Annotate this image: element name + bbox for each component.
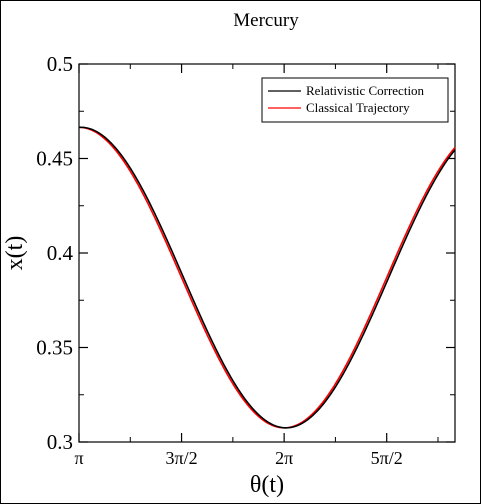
legend-label-relativistic: Relativistic Correction	[306, 83, 425, 98]
y-tick-label-4: 0.5	[47, 52, 73, 76]
legend-label-classical: Classical Trajectory	[306, 100, 410, 115]
x-axis-label: θ(t)	[250, 472, 284, 498]
x-tick-label-3: 5π/2	[371, 448, 403, 468]
chart-title: Mercury	[233, 10, 299, 31]
y-tick-label-1: 0.35	[36, 336, 73, 360]
y-tick-label-2: 0.4	[47, 241, 74, 265]
legend-box	[261, 77, 449, 123]
y-axis-label: x(t)	[2, 236, 28, 271]
series-line-0	[78, 126, 456, 429]
x-tick-label-0: π	[74, 448, 83, 468]
y-tick-label-3: 0.45	[36, 147, 73, 171]
y-axis-ticks: 0.3 0.35 0.4 0.45 0.5	[36, 52, 455, 454]
series-line-1	[78, 126, 456, 429]
y-tick-label-0: 0.3	[47, 430, 73, 454]
x-tick-label-2: 2π	[275, 448, 293, 468]
x-axis-ticks: π 3π/2 2π 5π/2	[74, 64, 439, 468]
x-tick-label-1: 3π/2	[166, 448, 198, 468]
legend: Relativistic Correction Classical Trajec…	[261, 77, 449, 123]
series-layer	[78, 126, 456, 429]
